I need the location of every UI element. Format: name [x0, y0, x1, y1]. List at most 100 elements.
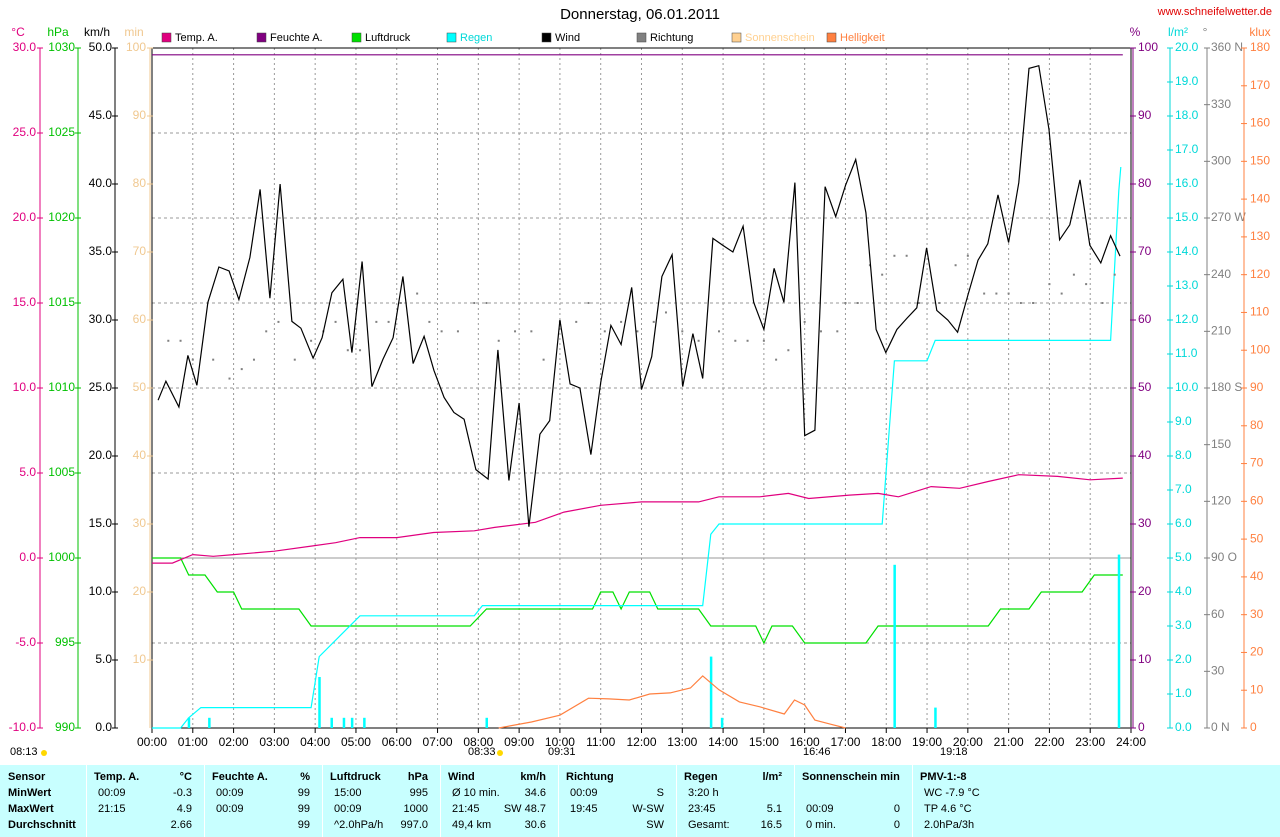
direction-dot	[1007, 292, 1010, 295]
direction-dot	[228, 377, 231, 380]
cell-right: 995	[409, 787, 428, 799]
y-tick-label: 20	[1138, 584, 1152, 598]
y-tick-label: 330	[1211, 97, 1231, 111]
direction-dot	[636, 330, 639, 333]
y-tick-label: 1030	[48, 40, 75, 54]
y-tick-label: 180 S	[1211, 380, 1242, 394]
y-tick-label: 50	[133, 380, 147, 394]
cell-right: S	[656, 787, 664, 799]
direction-dot	[240, 368, 243, 371]
cell-right: 30.6	[524, 819, 546, 831]
direction-dot	[775, 358, 778, 361]
y-tick-label: 13.0	[1175, 278, 1199, 292]
x-tick-label: 10:00	[545, 735, 575, 749]
direction-dot	[1113, 273, 1116, 276]
rain-bar	[318, 677, 321, 728]
column-title: Feuchte A.	[212, 771, 268, 783]
cell-left: 23:45	[688, 803, 716, 815]
y-tick-label: 40.0	[89, 176, 113, 190]
direction-dot	[1032, 302, 1035, 304]
direction-dot	[734, 339, 737, 342]
series-line	[498, 675, 846, 729]
y-tick-label: 10.0	[89, 584, 113, 598]
cell-right: 0	[893, 819, 900, 831]
chart: Donnerstag, 06.01.2011 www.schneifelwett…	[9, 6, 1272, 758]
column-title: Sonnenschein min	[802, 771, 900, 783]
rain-bar	[709, 656, 713, 728]
cell-left: 0 min.	[806, 819, 836, 831]
column-unit: km/h	[520, 771, 546, 783]
direction-dot	[387, 320, 390, 323]
y-tick-label: 30.0	[13, 40, 37, 54]
y-tick-label: 50.0	[89, 40, 113, 54]
y-tick-label: 150	[1211, 437, 1231, 451]
direction-dot	[440, 330, 443, 333]
y-tick-label: 2.0	[1175, 652, 1192, 666]
cell-right: -0.3	[173, 787, 192, 799]
cell-right: 1000	[403, 803, 428, 815]
axis-unit: l/m²	[1168, 25, 1188, 39]
y-tick-label: -10.0	[9, 720, 37, 734]
y-tick-label: 5.0	[1175, 550, 1192, 564]
y-tick-label: -5.0	[15, 635, 36, 649]
row-label: MinWert	[8, 787, 52, 799]
y-tick-label: 15.0	[1175, 210, 1199, 224]
direction-dot	[428, 320, 431, 323]
cell-right: W-SW	[632, 803, 664, 815]
cell-left: 15:00	[334, 787, 362, 799]
cell-right: 997.0	[400, 819, 428, 831]
cell-left: 2.0hPa/3h	[924, 819, 975, 831]
cell-left: 00:09	[570, 787, 598, 799]
y-tick-label: 5.0	[19, 465, 36, 479]
direction-dot	[497, 339, 500, 342]
rain-bar	[893, 564, 896, 728]
x-tick-label: 05:00	[341, 735, 371, 749]
x-tick-label: 17:00	[830, 735, 860, 749]
direction-dot	[334, 320, 337, 323]
axis-unit: km/h	[84, 25, 110, 39]
y-tick-label: 18.0	[1175, 108, 1199, 122]
y-tick-label: 15.0	[89, 516, 113, 530]
y-tick-label: 90 O	[1211, 550, 1237, 564]
direction-dot	[1085, 283, 1088, 286]
rain-bar	[1117, 554, 1121, 728]
series-line	[157, 64, 1121, 527]
cell-right: 99	[297, 787, 310, 799]
series-line	[152, 474, 1123, 564]
y-tick-label: 160	[1250, 116, 1270, 130]
column-separator	[912, 765, 913, 837]
direction-dot	[681, 330, 684, 333]
cell-left: 49,4 km	[452, 819, 492, 831]
y-tick-label: 16.0	[1175, 176, 1199, 190]
y-tick-label: 20	[133, 584, 147, 598]
x-tick-label: 08:00	[463, 735, 493, 749]
direction-dot	[416, 292, 419, 295]
y-tick-label: 1025	[48, 125, 75, 139]
direction-dot	[762, 339, 765, 342]
y-tick-label: 70	[133, 244, 147, 258]
y-tick-label: 1020	[48, 210, 75, 224]
direction-dot	[966, 254, 969, 257]
direction-dot	[252, 358, 255, 361]
direction-dot	[718, 330, 721, 333]
annotation: 16:46	[803, 746, 831, 758]
cell-left: TP 4.6 °C	[924, 803, 972, 815]
rain-bar	[187, 717, 191, 728]
y-tick-label: 80	[1138, 176, 1152, 190]
direction-dot	[995, 292, 998, 295]
direction-dot	[836, 330, 839, 333]
y-tick-label: 19.0	[1175, 74, 1199, 88]
direction-dot	[265, 330, 268, 333]
cell-right: 2.66	[170, 819, 192, 831]
annotation: 08:33	[468, 746, 496, 758]
x-tick-label: 23:00	[1075, 735, 1105, 749]
legend-swatch	[446, 32, 457, 43]
y-tick-label: 990	[55, 720, 75, 734]
cell-left: 19:45	[570, 803, 598, 815]
direction-dot	[1101, 302, 1104, 304]
y-tick-label: 270 W	[1211, 210, 1246, 224]
x-tick-label: 18:00	[871, 735, 901, 749]
y-tick-label: 995	[55, 635, 75, 649]
y-tick-label: 90	[1250, 380, 1264, 394]
